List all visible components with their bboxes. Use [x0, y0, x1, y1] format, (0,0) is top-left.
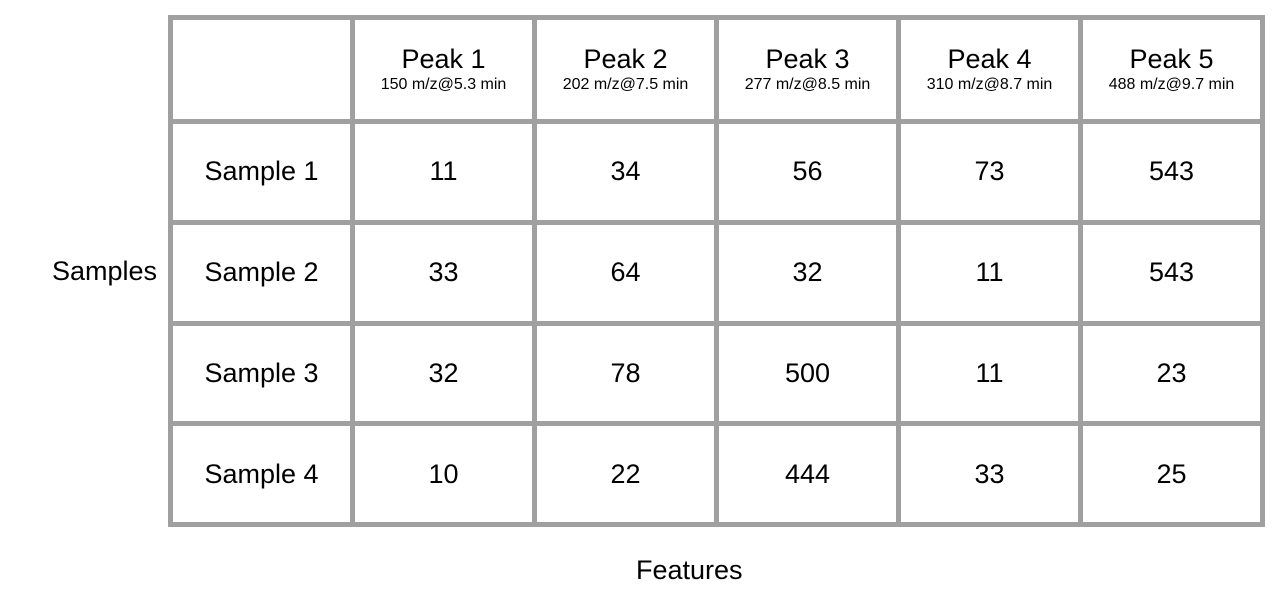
value-cell: 25	[1078, 421, 1265, 527]
value-cell: 73	[896, 119, 1083, 225]
value-cell: 56	[714, 119, 901, 225]
value-cell: 11	[896, 219, 1083, 326]
peak-detail: 310 m/z@8.7 min	[926, 75, 1053, 93]
peak-detail: 488 m/z@9.7 min	[1108, 75, 1235, 93]
value-cell: 33	[350, 219, 537, 326]
column-header: Peak 5 488 m/z@9.7 min	[1078, 15, 1265, 124]
table-row: Sample 4 10 22 444 33 25	[168, 421, 1265, 527]
column-header: Peak 3 277 m/z@8.5 min	[714, 15, 901, 124]
value-cell: 23	[1078, 320, 1265, 427]
value-cell: 32	[350, 320, 537, 427]
row-header: Sample 4	[168, 421, 355, 527]
table-row: Sample 1 11 34 56 73 543	[168, 119, 1265, 225]
peak-detail: 150 m/z@5.3 min	[380, 75, 507, 93]
peak-name: Peak 3	[765, 43, 850, 74]
value-cell: 11	[350, 119, 537, 225]
peak-name: Peak 2	[583, 43, 668, 74]
features-axis-label: Features	[636, 555, 743, 585]
column-header: Peak 1 150 m/z@5.3 min	[350, 15, 537, 124]
value-cell: 543	[1078, 219, 1265, 326]
value-cell: 34	[532, 119, 719, 225]
peak-detail: 277 m/z@8.5 min	[744, 75, 871, 93]
value-cell: 22	[532, 421, 719, 527]
feature-matrix-table: Peak 1 150 m/z@5.3 min Peak 2 202 m/z@7.5 …	[168, 15, 1265, 527]
value-cell: 33	[896, 421, 1083, 527]
header-row: Peak 1 150 m/z@5.3 min Peak 2 202 m/z@7.5 …	[168, 15, 1265, 124]
value-cell: 500	[714, 320, 901, 427]
samples-axis-label: Samples	[52, 256, 158, 286]
corner-cell	[168, 15, 355, 124]
column-header: Peak 4 310 m/z@8.7 min	[896, 15, 1083, 124]
peak-name: Peak 4	[947, 43, 1032, 74]
row-header: Sample 1	[168, 119, 355, 225]
row-header: Sample 2	[168, 219, 355, 326]
row-header: Sample 3	[168, 320, 355, 427]
value-cell: 444	[714, 421, 901, 527]
value-cell: 78	[532, 320, 719, 427]
value-cell: 32	[714, 219, 901, 326]
peak-name: Peak 5	[1129, 43, 1214, 74]
value-cell: 64	[532, 219, 719, 326]
value-cell: 543	[1078, 119, 1265, 225]
table-row: Sample 2 33 64 32 11 543	[168, 219, 1265, 326]
peak-name: Peak 1	[401, 43, 486, 74]
value-cell: 10	[350, 421, 537, 527]
column-header: Peak 2 202 m/z@7.5 min	[532, 15, 719, 124]
peak-detail: 202 m/z@7.5 min	[562, 75, 689, 93]
value-cell: 11	[896, 320, 1083, 427]
table-row: Sample 3 32 78 500 11 23	[168, 320, 1265, 427]
